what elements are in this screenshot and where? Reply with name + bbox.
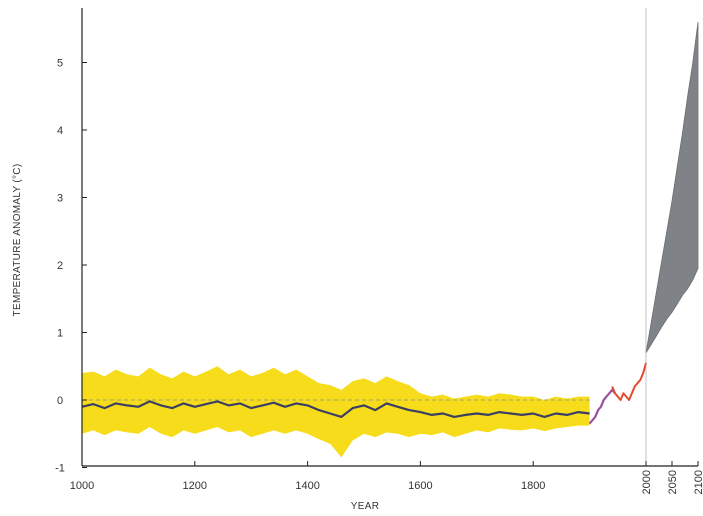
x-axis-title: YEAR xyxy=(351,501,379,512)
instrumental-line xyxy=(611,362,647,401)
tick-labels-layer: -1 0 1 2 3 4 5 1000 1200 1400 1600 1800 2000 2050 2100 xyxy=(55,58,703,495)
x-tick-label-rotated: 2050 xyxy=(667,470,679,494)
y-tick-label: 1 xyxy=(57,328,63,340)
y-tick-label: 2 xyxy=(57,260,63,272)
x-tick-label: 1600 xyxy=(408,480,432,492)
x-tick-label: 1000 xyxy=(70,480,94,492)
y-axis-title: TEMPERATURE ANOMALY (°C) xyxy=(12,164,23,317)
reconstruction-line xyxy=(81,400,590,418)
uncertainty-band-layer xyxy=(82,366,590,458)
uncertainty-band xyxy=(82,366,590,458)
x-tick-label: 1400 xyxy=(295,480,319,492)
series-lines-layer xyxy=(81,362,647,425)
x-tick-label-rotated: 2000 xyxy=(641,470,653,494)
x-tick-label-rotated: 2100 xyxy=(693,470,703,494)
x-tick-label: 1800 xyxy=(521,480,545,492)
projection-layer xyxy=(645,21,699,354)
y-tick-label: 5 xyxy=(57,58,63,70)
projection-range-area xyxy=(645,21,699,354)
axes-layer xyxy=(81,8,699,468)
y-tick-label: -1 xyxy=(55,463,65,475)
instrumental-early-line xyxy=(588,388,616,425)
x-tick-label: 1200 xyxy=(183,480,207,492)
y-tick-label: 3 xyxy=(57,193,63,205)
y-tick-label: 0 xyxy=(57,395,63,407)
y-tick-label: 4 xyxy=(57,125,63,137)
